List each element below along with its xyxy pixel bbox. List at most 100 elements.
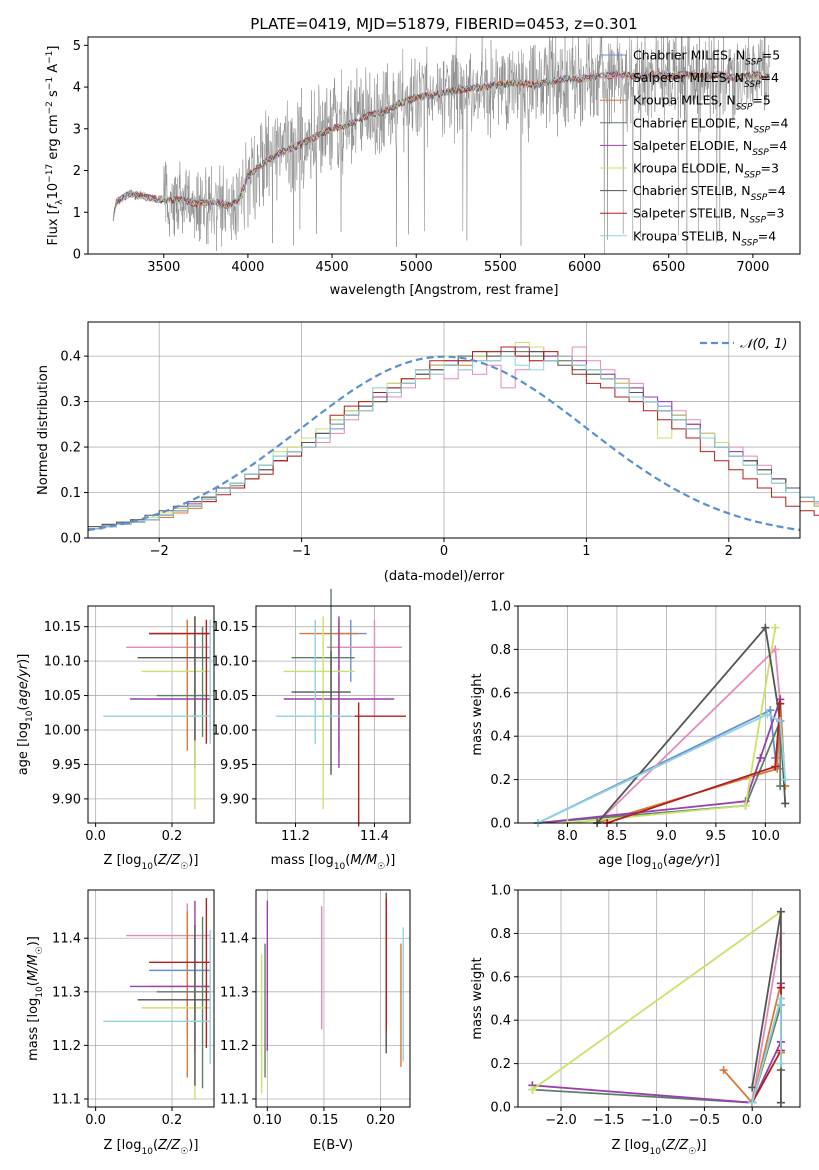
- x-tick-label: −1: [292, 544, 311, 559]
- y-tick-label: 5: [73, 39, 81, 54]
- y-axis-label: mass [log10(M/M☉)]: [26, 936, 45, 1061]
- x-axis-label: Z [log10(Z/Z☉)]: [612, 1138, 707, 1157]
- mass-weight-marker: [748, 1098, 757, 1107]
- residuals-panel: −2 −1 0 1 2 0.0 0.1 0.2 0.3 0.4 𝒩(0, 1) (data-model…: [36, 321, 819, 584]
- mass-weight-marker: [719, 1066, 728, 1075]
- x-tick-label: 0.0: [742, 1113, 763, 1128]
- age-vs-mass-panel: 11.2 11.4 9.90 9.95 10.00 10.05 10.10 10.15 mass…: [212, 588, 411, 872]
- legend-nssp: 4: [771, 70, 779, 85]
- x-tick-label: 2: [725, 544, 733, 559]
- y-tick-label: 11.1: [220, 1092, 249, 1107]
- y-tick-label: 0.8: [490, 643, 511, 658]
- y-tick-label: 0.6: [490, 686, 511, 701]
- y-tick-label: 0.6: [490, 970, 511, 985]
- y-tick-label: 9.95: [52, 758, 81, 773]
- x-tick-label: 4500: [316, 260, 349, 275]
- mass-weight-marker: [776, 782, 785, 791]
- y-tick-label: 10.00: [44, 724, 81, 739]
- x-axis-label: mass [log10(M/M☉)]: [271, 853, 396, 872]
- x-tick-label: 5500: [484, 260, 517, 275]
- legend-nssp: 4: [778, 183, 786, 198]
- x-tick-label: −2: [150, 544, 169, 559]
- legend-series-name: Chabrier ELODIE: [633, 115, 736, 130]
- axes-frame: [87, 605, 215, 824]
- x-tick-label: −2.0: [545, 1113, 577, 1128]
- y-tick-label: 10.10: [212, 655, 249, 670]
- figure-title: PLATE=0419, MJD=51879, FIBERID=0453, z=0…: [250, 15, 637, 33]
- normal-curve-line: [87, 355, 801, 532]
- mass-weight-line: [596, 625, 787, 824]
- x-tick-label: 0.0: [85, 1113, 106, 1128]
- mass-weight-line: [537, 713, 787, 824]
- x-axis-label: Z [log10(Z/Z☉)]: [104, 1138, 199, 1157]
- y-tick-label: 9.90: [52, 792, 81, 807]
- legend-series-name: Salpeter MILES: [633, 70, 727, 85]
- mass-weight-marker: [771, 762, 780, 771]
- x-tick-label: 5000: [400, 260, 433, 275]
- histogram-line: [88, 351, 819, 530]
- y-tick-label: 11.2: [52, 1039, 81, 1054]
- legend-label: 𝒩(0, 1): [740, 337, 787, 352]
- y-tick-label: 0.8: [490, 927, 511, 942]
- x-axis-label: wavelength [Angstrom, rest frame]: [330, 283, 559, 298]
- mass-weight-marker: [741, 801, 750, 810]
- x-tick-label: 10.0: [751, 829, 780, 844]
- legend-label: Kroupa STELIB, NSSP=4: [633, 228, 776, 248]
- y-tick-label: 4: [73, 81, 81, 96]
- x-tick-label: 6000: [568, 260, 601, 275]
- axes-frame: [255, 605, 411, 824]
- legend-label: Chabrier MILES, NSSP=5: [633, 48, 780, 68]
- x-tick-label: 9.0: [656, 829, 677, 844]
- x-axis-label: E(B-V): [313, 1138, 353, 1153]
- histogram-line: [88, 351, 819, 528]
- mass-weight-marker: [761, 623, 770, 632]
- y-tick-label: 0.4: [490, 730, 511, 745]
- legend-nssp: 5: [763, 93, 771, 108]
- x-axis-label: Z [log10(Z/Z☉)]: [104, 853, 199, 872]
- x-axis-label: age [log10(age/yr)]: [598, 853, 720, 872]
- x-tick-label: −1.0: [641, 1113, 673, 1128]
- x-tick-label: 0.0: [85, 829, 106, 844]
- mass-weight-marker: [776, 1059, 785, 1068]
- mass-weight-marker: [781, 799, 790, 808]
- mass-weight-marker: [776, 717, 785, 726]
- y-tick-label: 10.15: [212, 620, 249, 635]
- mass-weight-line: [537, 720, 782, 824]
- y-tick-label: 11.4: [52, 932, 81, 947]
- observed-spectrum-line: [112, 36, 770, 254]
- legend-label: Salpeter ELODIE, NSSP=4: [633, 138, 787, 158]
- legend-series-name: Salpeter ELODIE: [633, 138, 735, 153]
- y-tick-label: 0: [73, 248, 81, 263]
- legend-series-name: Salpeter STELIB: [633, 206, 732, 221]
- axes-frame: [255, 889, 411, 1108]
- age-vs-Z-panel: 0.0 0.2 9.90 9.95 10.00 10.05 10.10 10.15 Z [log…: [16, 605, 215, 872]
- y-axis-label: mass weight: [470, 673, 485, 755]
- x-tick-label: 0.10: [253, 1113, 282, 1128]
- axes-frame: [87, 889, 215, 1108]
- y-tick-label: 11.3: [220, 985, 249, 1000]
- y-tick-label: 0.4: [60, 350, 81, 365]
- legend-nssp: 3: [776, 206, 784, 221]
- mass-weight-marker: [771, 645, 780, 654]
- y-tick-label: 0.2: [490, 1057, 511, 1072]
- y-axis-label: Flux [fλ10−17 erg cm−2 s−1 A−1]: [45, 46, 65, 246]
- y-tick-label: 0.0: [490, 1101, 511, 1116]
- legend-label: Chabrier STELIB, NSSP=4: [633, 183, 786, 203]
- y-tick-label: 0.0: [490, 817, 511, 832]
- x-tick-label: 1: [582, 544, 590, 559]
- y-axis-label: Normed distribution: [36, 365, 51, 495]
- legend-label: Kroupa ELODIE, NSSP=3: [633, 161, 779, 181]
- x-tick-label: 0.2: [162, 829, 183, 844]
- x-tick-label: 6500: [652, 260, 685, 275]
- y-tick-label: 0.1: [60, 486, 81, 501]
- legend-nssp: 4: [780, 115, 788, 130]
- x-tick-label: 4000: [231, 260, 264, 275]
- spectrum-panel: 3500 4000 4500 5000 5500 6000 6500 7000012345Ch…: [45, 36, 801, 298]
- y-tick-label: 10.05: [212, 689, 249, 704]
- y-tick-label: 11.2: [220, 1039, 249, 1054]
- histogram-line: [88, 342, 819, 530]
- mass-weight-marker: [763, 710, 772, 719]
- y-tick-label: 0.4: [490, 1014, 511, 1029]
- mass-vs-Z-panel: 0.0 0.2 11.1 11.2 11.3 11.4 Z [log10(Z/Z☉)] mas…: [26, 889, 215, 1157]
- x-tick-label: 0.2: [162, 1113, 183, 1128]
